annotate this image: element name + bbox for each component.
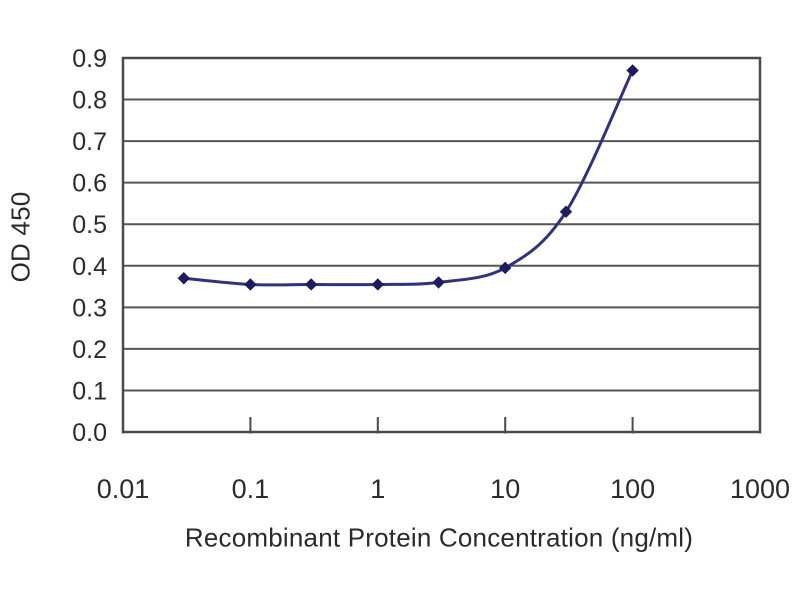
x-tick-label: 10 <box>490 474 520 504</box>
y-axis-title: OD 450 <box>5 191 36 283</box>
y-tick-label: 0.0 <box>72 419 107 447</box>
y-tick-label: 0.5 <box>72 211 107 239</box>
x-axis-title: Recombinant Protein Concentration (ng/ml… <box>184 522 694 553</box>
y-tick-label: 0.8 <box>72 87 107 115</box>
data-point-marker <box>244 278 257 291</box>
x-tick-label: 1 <box>370 474 385 504</box>
x-tick-label: 0.01 <box>97 474 150 504</box>
data-point-marker <box>304 278 318 291</box>
y-tick-label: 0.3 <box>72 294 107 322</box>
data-point-marker <box>371 278 385 291</box>
x-tick-label: 100 <box>610 474 655 504</box>
series-line <box>182 69 635 287</box>
y-tick-label: 0.9 <box>72 45 107 73</box>
y-tick-label: 0.1 <box>72 377 107 405</box>
x-tick-label: 0.1 <box>232 474 270 504</box>
plot-frame <box>121 56 762 434</box>
data-point-marker <box>498 261 512 275</box>
y-tick-label: 0.6 <box>72 170 107 198</box>
data-point-marker <box>626 64 639 77</box>
y-tick-label: 0.4 <box>72 253 107 281</box>
x-tick-label: 1000 <box>730 474 790 504</box>
data-point-marker <box>432 276 445 289</box>
y-tick-label: 0.2 <box>72 336 107 364</box>
y-tick-label: 0.7 <box>72 128 107 156</box>
data-point-marker <box>177 272 190 285</box>
data-point-marker <box>559 205 573 218</box>
